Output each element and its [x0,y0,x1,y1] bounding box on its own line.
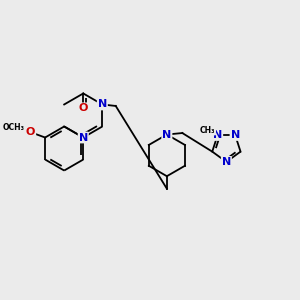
Text: CH₃: CH₃ [200,126,215,135]
Text: N: N [222,157,231,167]
Text: N: N [230,130,240,140]
Text: N: N [213,130,222,140]
Text: O: O [26,127,35,137]
Text: N: N [162,130,172,140]
Text: N: N [98,100,107,110]
Text: O: O [79,103,88,113]
Text: N: N [79,133,88,142]
Text: OCH₃: OCH₃ [3,123,25,132]
